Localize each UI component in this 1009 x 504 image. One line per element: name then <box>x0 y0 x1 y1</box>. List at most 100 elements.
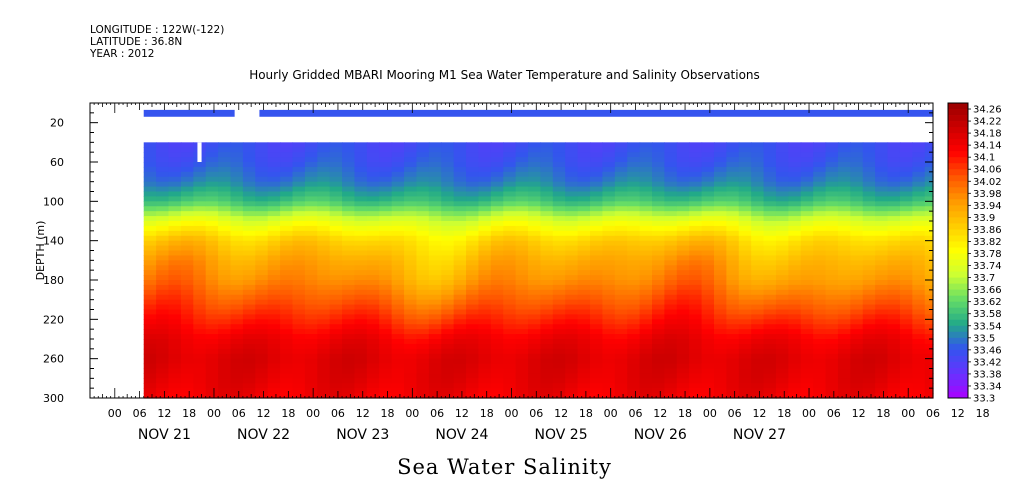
field-cell <box>813 171 827 178</box>
field-cell <box>813 275 827 281</box>
field-cell <box>552 147 566 153</box>
field-cell <box>652 176 665 183</box>
field-cell <box>156 353 170 360</box>
field-cell <box>602 201 616 207</box>
field-cell <box>800 225 814 232</box>
field-cell <box>751 162 765 168</box>
field-cell <box>837 304 851 311</box>
field-cell <box>143 393 157 399</box>
field-cell <box>924 201 934 207</box>
field-cell <box>205 275 219 281</box>
field-cell <box>267 358 281 365</box>
field-cell <box>143 348 157 355</box>
field-cell <box>168 191 182 198</box>
field-cell <box>701 221 715 227</box>
field-cell <box>577 166 591 173</box>
field-cell <box>466 206 480 212</box>
field-cell <box>775 358 789 365</box>
field-cell <box>837 216 851 222</box>
field-cell <box>366 358 380 365</box>
x-tick-label: 00 <box>306 407 320 420</box>
field-cell <box>441 388 455 394</box>
field-cell <box>193 191 207 198</box>
field-cell <box>304 152 318 158</box>
field-cell <box>267 166 281 173</box>
field-cell <box>565 304 579 311</box>
field-cell <box>726 314 740 320</box>
colorbar-label: 33.9 <box>973 213 995 224</box>
field-cell <box>255 270 269 276</box>
field-cell <box>242 216 256 222</box>
field-cell <box>875 339 889 345</box>
field-cell <box>180 339 194 345</box>
field-cell <box>899 363 913 370</box>
field-cell <box>738 206 752 212</box>
field-cell <box>788 339 802 345</box>
field-cell <box>924 299 934 306</box>
field-cell <box>862 211 876 217</box>
field-cell <box>738 181 752 188</box>
field-cell <box>304 275 318 281</box>
field-cell <box>590 314 604 320</box>
field-cell <box>837 260 851 266</box>
field-cell <box>788 166 802 173</box>
field-cell <box>676 221 690 227</box>
field-cell <box>255 206 269 212</box>
field-cell <box>180 284 194 291</box>
field-cell <box>490 378 504 384</box>
field-cell <box>912 196 926 202</box>
field-cell <box>552 383 566 389</box>
field-cell <box>168 334 182 340</box>
field-cell <box>775 191 789 198</box>
field-cell <box>304 358 318 365</box>
field-cell <box>924 270 934 276</box>
field-cell <box>652 211 665 217</box>
field-cell <box>404 358 418 365</box>
field-cell <box>825 314 839 320</box>
field-cell <box>180 299 194 306</box>
field-cell <box>329 353 343 360</box>
field-cell <box>230 196 244 202</box>
field-cell <box>614 206 628 212</box>
field-cell <box>875 334 889 340</box>
field-cell <box>689 329 703 335</box>
field-cell <box>404 255 418 261</box>
field-cell <box>218 358 232 365</box>
field-cell <box>701 142 715 148</box>
field-cell <box>441 162 455 168</box>
field-cell <box>837 289 851 296</box>
field-cell <box>503 299 517 306</box>
field-cell <box>180 206 194 212</box>
field-cell <box>180 176 194 183</box>
field-cell <box>652 388 665 394</box>
field-cell <box>329 368 343 375</box>
field-cell <box>416 245 430 252</box>
field-cell <box>168 309 182 316</box>
field-cell <box>168 147 182 153</box>
colorbar-label: 33.7 <box>973 273 995 284</box>
colorbar-label: 33.38 <box>973 369 1002 380</box>
field-cell <box>342 260 356 266</box>
field-cell <box>242 157 256 163</box>
field-cell <box>738 235 752 242</box>
field-cell <box>193 181 207 188</box>
field-cell <box>887 216 901 222</box>
field-cell <box>342 152 356 158</box>
field-cell <box>466 196 480 202</box>
field-cell <box>416 225 430 232</box>
field-cell <box>478 230 492 237</box>
field-cell <box>701 240 715 247</box>
field-cell <box>775 206 789 212</box>
field-cell <box>602 221 616 227</box>
field-cell <box>912 147 926 153</box>
field-cell <box>515 353 529 360</box>
colorbar-swatch <box>948 277 968 285</box>
field-cell <box>565 162 579 168</box>
field-cell <box>218 230 232 237</box>
field-cell <box>230 265 244 271</box>
field-cell <box>577 383 591 389</box>
field-cell <box>862 196 876 202</box>
field-cell <box>850 142 864 148</box>
field-cell <box>379 393 393 399</box>
field-cell <box>156 343 170 350</box>
